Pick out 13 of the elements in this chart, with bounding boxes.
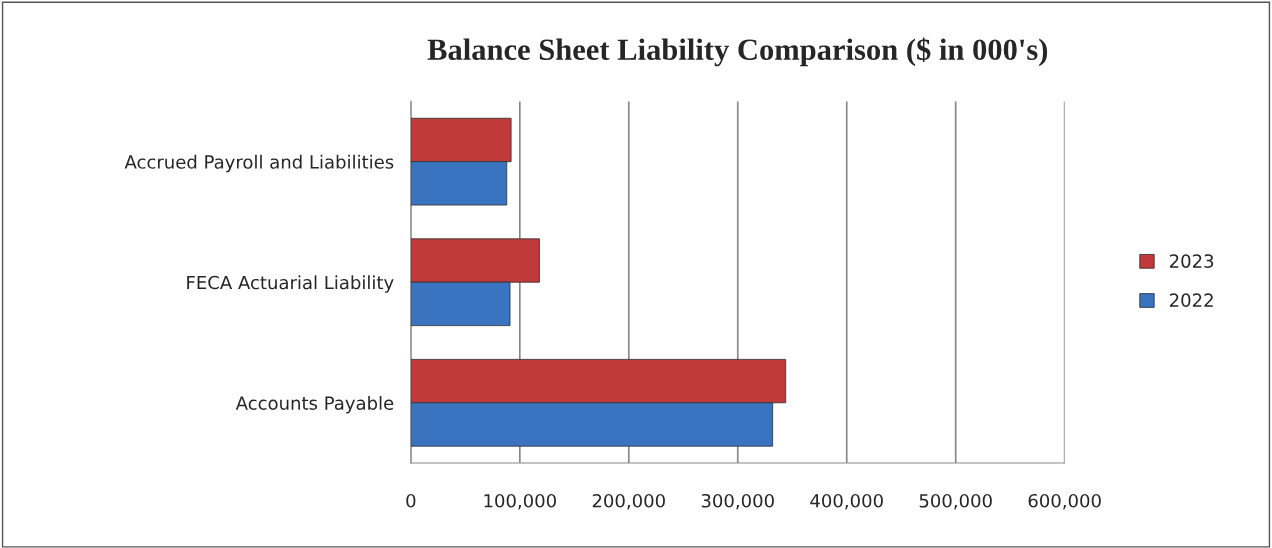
x-tick-label: 400,000 xyxy=(810,493,883,510)
x-tick-label: 100,000 xyxy=(484,493,556,510)
x-tick-label: 300,000 xyxy=(701,493,774,510)
legend-label: 2022 xyxy=(1169,293,1213,308)
x-tick-label: 200,000 xyxy=(592,493,665,510)
x-tick-label: 600,000 xyxy=(1028,493,1101,510)
y-tick-label: Accounts Payable xyxy=(235,395,394,414)
y-tick-label: Accrued Payroll and Liabilities xyxy=(124,154,394,173)
chart-title: Balance Sheet Liability Comparison ($ in 000's) xyxy=(427,37,1048,67)
legend-label: 2023 xyxy=(1169,254,1214,268)
x-tick-label: 500,000 xyxy=(919,493,992,510)
y-tick-label: FECA Actuarial Liability xyxy=(187,275,394,293)
x-tick-label: 0 xyxy=(406,493,416,508)
